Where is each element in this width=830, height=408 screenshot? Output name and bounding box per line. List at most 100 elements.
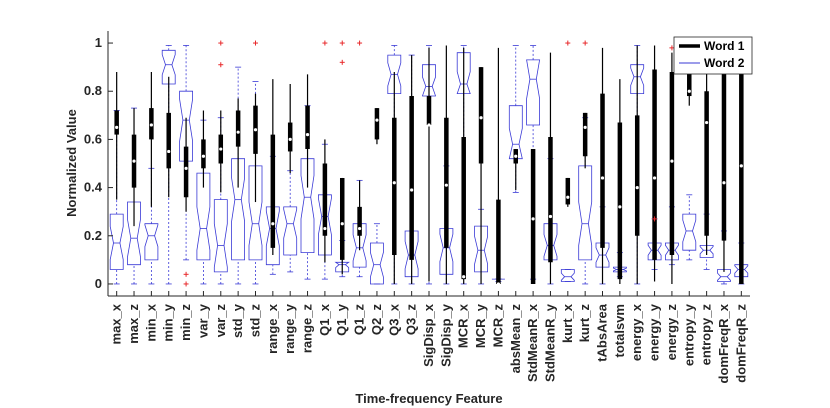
x-tick-label: range_y	[282, 303, 297, 354]
word2-box	[300, 158, 315, 254]
word2-box	[665, 242, 679, 261]
word2-box	[647, 242, 662, 261]
word2-box	[317, 194, 332, 256]
x-tick-label: max_x	[109, 303, 124, 344]
x-tick-label: energy_z	[664, 304, 679, 361]
word2-box	[560, 269, 575, 282]
x-tick-label: SigDisp_x	[421, 303, 436, 367]
word2-box	[422, 64, 436, 97]
x-tick-label: max_z	[126, 304, 141, 344]
word1-median-dot	[652, 176, 657, 180]
word2-box	[595, 242, 610, 268]
y-axis-title: Normalized Value	[64, 109, 79, 217]
word2-box	[334, 261, 350, 273]
x-tick-label: Q3_z	[404, 304, 419, 336]
y-tick-label: 0	[95, 276, 102, 291]
x-tick-label: Q1_z	[352, 304, 367, 336]
word2-box	[439, 228, 454, 275]
word2-box	[144, 223, 159, 261]
word1-median-dot	[132, 159, 136, 163]
word1-median-dot	[305, 132, 310, 137]
word2-box	[265, 206, 280, 266]
word2-box	[699, 244, 714, 258]
legend-label-word1: Word 1	[704, 39, 745, 53]
word1-median-dot	[722, 181, 726, 185]
x-tick-label: domFreqR_z	[733, 304, 748, 383]
word1-median-dot	[253, 128, 258, 132]
x-axis-title: Time-frequency Feature	[355, 391, 502, 406]
word2-box	[404, 230, 419, 278]
word2-box	[387, 54, 402, 94]
x-tick-label: kurt_x	[560, 303, 575, 343]
word1-median-dot	[514, 154, 518, 158]
word1-median-dot	[566, 195, 570, 199]
word2-box	[456, 52, 471, 94]
word1-median-dot	[444, 183, 448, 187]
word1-median-dot	[548, 214, 553, 219]
word2-box	[613, 266, 627, 273]
word1-median-dot	[670, 159, 674, 163]
word2-box	[231, 158, 246, 261]
x-tick-label: domFreqR_x	[716, 303, 731, 383]
y-tick-label: 0.4	[84, 180, 103, 195]
word1-median-dot	[427, 123, 431, 127]
x-tick-label: Q1_x	[317, 303, 332, 336]
word1-median-dot	[375, 118, 379, 122]
x-tick-label: MCR_y	[473, 303, 488, 348]
word1-median-dot	[687, 89, 691, 93]
x-tick-label: var_z	[213, 304, 228, 338]
word2-box	[213, 199, 228, 273]
word1-median-dot	[323, 226, 327, 231]
word2-box	[474, 225, 489, 273]
word1-median-dot	[288, 137, 292, 142]
x-tick-label: kurt_z	[577, 304, 592, 343]
legend: Word 1 Word 2	[673, 36, 753, 75]
word2-box	[526, 59, 541, 126]
x-tick-label: totalsvm	[612, 304, 627, 357]
word2-box	[717, 269, 731, 282]
word1-median-dot	[410, 188, 414, 192]
x-tick-label: min_x	[143, 303, 158, 341]
word2-box	[109, 213, 124, 270]
y-tick-label: 0.8	[84, 83, 102, 98]
word2-box	[196, 172, 211, 261]
word1-median-dot	[271, 222, 275, 226]
word1-median-dot	[496, 282, 501, 286]
legend-box	[673, 36, 753, 75]
word1-median-dot	[600, 176, 605, 180]
word1-median-dot	[479, 116, 483, 120]
x-tick-label: absMean_z	[508, 304, 523, 374]
word1-median-dot	[184, 166, 188, 170]
x-tick-label: StdMeanR_x	[525, 303, 540, 382]
x-tick-label: energy_y	[647, 303, 662, 361]
word2-box	[369, 242, 384, 285]
x-tick-label: range_x	[265, 303, 280, 354]
x-tick-label: MCR_x	[456, 303, 471, 348]
word2-box	[283, 206, 298, 256]
word1-median-dot	[115, 125, 119, 129]
word1-median-dot	[219, 147, 223, 151]
word1-median-dot	[705, 120, 709, 125]
word1-median-dot	[635, 185, 639, 190]
word2-box	[682, 213, 697, 251]
x-tick-label: tAbsArea	[595, 303, 610, 362]
word2-box	[161, 49, 176, 85]
word2-box	[734, 264, 749, 278]
word1-median-dot	[357, 226, 362, 231]
x-tick-label: energy_x	[629, 303, 644, 361]
x-tick-label: SigDisp_y	[438, 303, 453, 367]
word2-box	[352, 223, 367, 268]
word1-median-dot	[340, 222, 344, 226]
word2-box	[543, 223, 558, 261]
x-tick-label: std_z	[247, 304, 262, 338]
word2-box	[578, 165, 593, 261]
word1-median-dot	[149, 123, 153, 127]
word1-median-dot	[583, 125, 587, 129]
word1-median-dot	[167, 149, 171, 154]
word1-median-dot	[531, 217, 535, 221]
x-tick-label: range_z	[300, 304, 315, 354]
word1-median-dot	[201, 154, 206, 158]
word2-box	[508, 105, 523, 160]
x-tick-label: std_y	[230, 303, 245, 338]
